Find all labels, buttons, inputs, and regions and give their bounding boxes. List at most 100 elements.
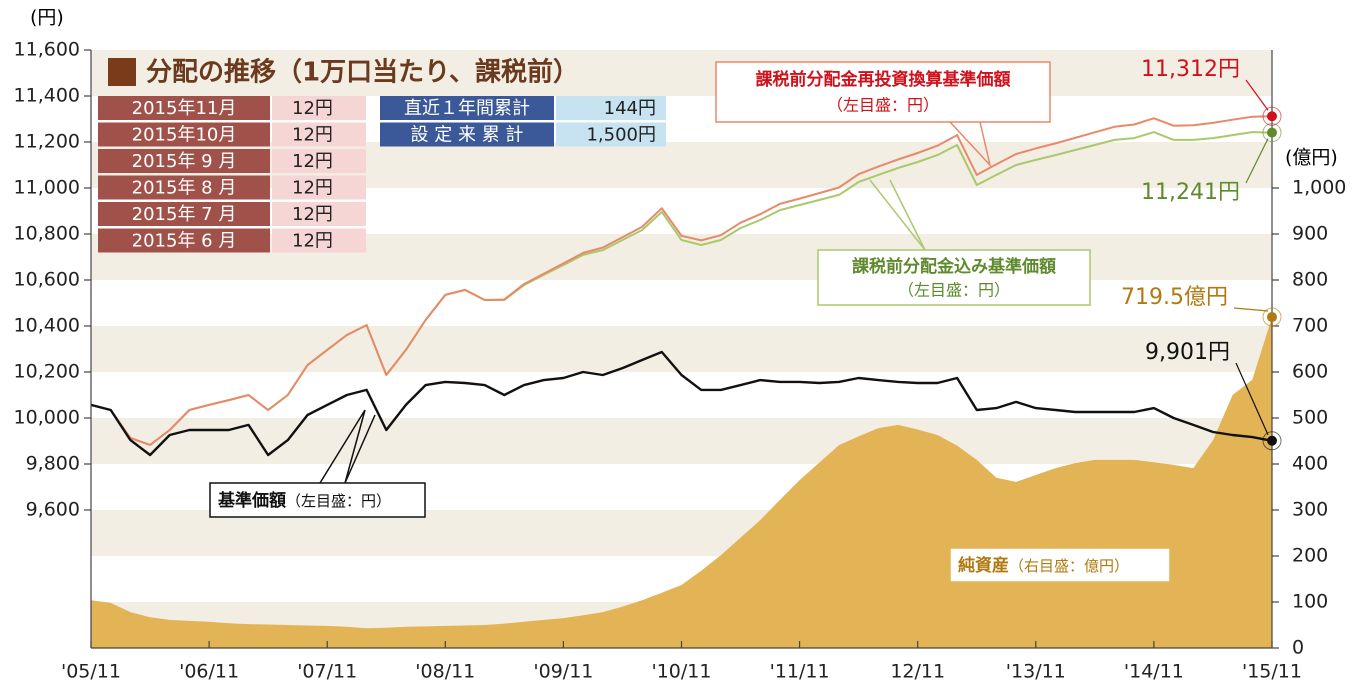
total: 1,500円 [586,125,656,146]
amount-cell [272,122,366,147]
y2-tick-label: 900 [1292,223,1328,245]
end-point [1267,111,1277,122]
end-label: 11,241円 [1141,180,1240,205]
stripe [91,418,1272,464]
y2-tick-label: 800 [1292,269,1328,291]
end-label: 719.5億円 [1121,285,1228,310]
end-label: 11,312円 [1141,57,1240,82]
leader [319,409,376,484]
y-tick-label: 10,400 [14,315,80,337]
y-tick-label: 11,200 [14,131,80,153]
annotation-box [817,249,1091,306]
amount-cell [272,96,366,120]
total-cell [556,96,666,120]
end-point [1267,435,1277,446]
annotation-box [949,547,1171,583]
x-tick-label: '13/11 [1006,661,1066,683]
stripe [91,326,1272,372]
y2-tick-label: 200 [1292,545,1328,567]
annotation: 課税前分配金再投資換算基準価額 [756,69,1011,90]
y2-tick-label: 1,000 [1292,177,1346,199]
annotation-box [715,61,1051,123]
y-tick-label: 11,600 [14,39,80,61]
end-leader [1245,79,1269,111]
y-tick-label: 11,400 [14,85,80,107]
leader [949,121,992,168]
x-tick-label: '09/11 [533,661,593,683]
amount: 12円 [292,231,333,252]
x-tick-label: '08/11 [415,661,475,683]
distribution-table: 2015年11月 12円 2015年10月 12円 2015年 9 月 12円 2015年 … [98,96,666,253]
annotation-name: 純資産 [958,555,1009,576]
total-cell [556,122,666,147]
leader [869,179,926,251]
y-tick-label: 10,000 [14,407,80,429]
right-unit: (億円) [1285,147,1338,169]
month: 2015年10月 [132,125,237,146]
end-ring [1262,307,1282,327]
amount-cell [272,175,366,200]
y-tick-label: 10,600 [14,269,80,291]
y2-tick-label: 700 [1292,315,1328,337]
annotation: 基準価額（左目盛：円） [217,490,391,511]
x-tick-label: '14/11 [1124,661,1184,683]
month-cell [98,228,270,253]
month: 2015年 6 月 [132,231,237,252]
x-tick-label: 12/11 [890,661,945,683]
x-tick-label: '11/11 [770,661,830,683]
y-tick-label: 9,800 [26,453,80,475]
amount: 12円 [292,204,333,225]
annotation: 課税前分配金込み基準価額 [852,256,1056,277]
amount: 12円 [292,98,333,119]
amount: 12円 [292,178,333,199]
x-tick-label: '10/11 [652,661,712,683]
annotation-note: （右目盛：億円） [1009,557,1129,575]
end-leader [1235,362,1269,436]
y-tick-label: 11,000 [14,177,80,199]
total-label: 設 定 来 累 計 [411,125,524,146]
annotation: 純資産（右目盛：億円） [958,555,1129,576]
total: 144円 [604,98,656,119]
end-point [1267,312,1277,323]
end-ring [1262,431,1282,451]
month-cell [98,122,270,147]
month: 2015年 8 月 [132,178,237,199]
amount-cell [272,149,366,173]
y2-tick-label: 500 [1292,407,1328,429]
y2-tick-label: 300 [1292,499,1328,521]
y2-tick-label: 400 [1292,453,1328,475]
end-ring [1262,106,1282,126]
x-tick-label: '15/11 [1242,661,1302,683]
month: 2015年 7 月 [132,204,237,225]
annotation-note: （左目盛：円） [827,96,939,115]
annotation-note: （左目盛：円） [898,281,1010,300]
end-label: 9,901円 [1145,340,1230,365]
total-label: 直近１年間累計 [404,98,530,119]
end-leader [1245,138,1269,184]
total-label-cell [380,96,554,120]
y2-tick-label: 600 [1292,361,1328,383]
amount-cell [272,202,366,226]
annotation-note: （左目盛：円） [286,492,391,510]
panel-title: 分配の推移（1万口当たり、課税前） [146,57,579,88]
end-point [1267,127,1277,138]
y-tick-label: 9,600 [26,499,80,521]
left-unit: (円) [30,7,64,29]
title-square [108,58,136,86]
end-leader [1233,307,1269,312]
y-tick-label: 10,200 [14,361,80,383]
x-tick-label: '06/11 [179,661,239,683]
annotation-box [209,482,426,518]
month: 2015年11月 [132,98,237,119]
amount-cell [272,228,366,253]
month-cell [98,175,270,200]
total-label-cell [380,122,554,147]
stripe [91,50,1272,96]
month-cell [98,202,270,226]
y2-tick-label: 100 [1292,591,1328,613]
line [90,115,1273,446]
y-tick-label: 10,800 [14,223,80,245]
line [90,350,1273,457]
amount: 12円 [292,151,333,172]
